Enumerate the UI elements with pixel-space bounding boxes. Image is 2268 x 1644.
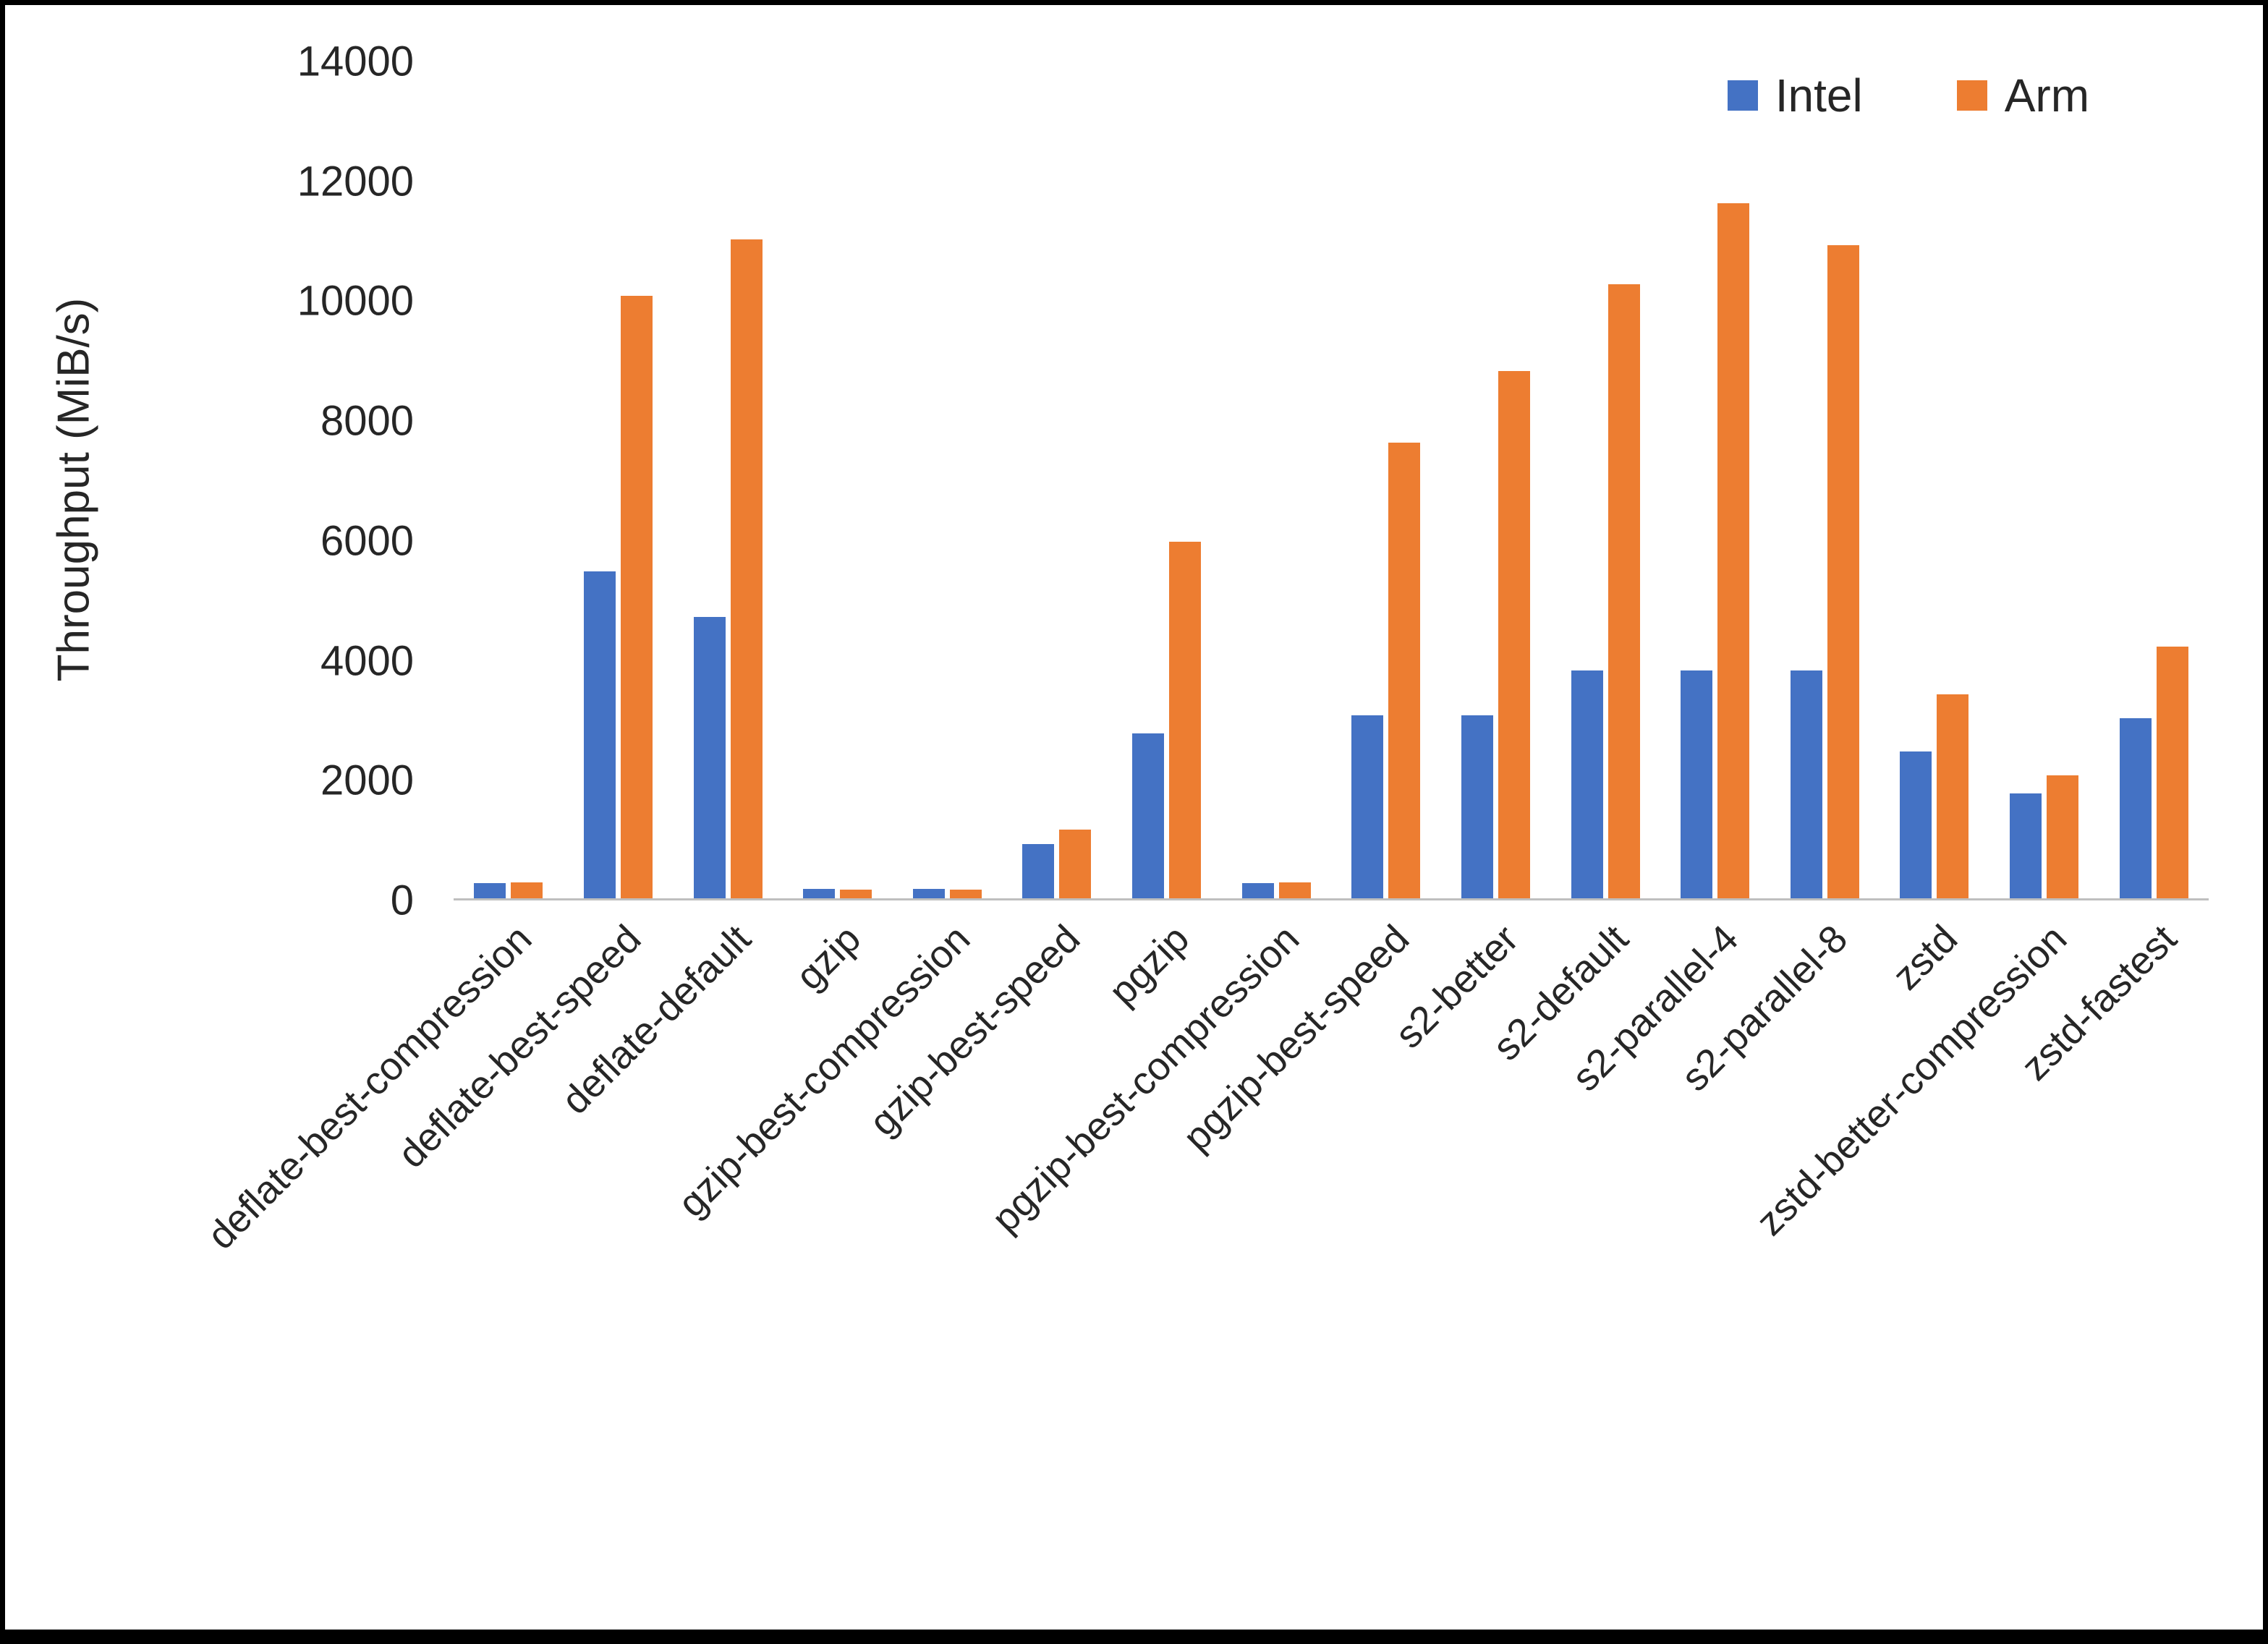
bar-arm-s2-default xyxy=(1607,284,1640,898)
x-axis-label: gzip xyxy=(787,916,869,999)
bar-arm-pgzip xyxy=(1169,542,1202,898)
x-axis-label: s2-default xyxy=(1485,916,1637,1069)
y-tick-label: 12000 xyxy=(297,158,414,205)
bar-group-pgzip-best-speed xyxy=(1331,61,1441,898)
bar-arm-gzip xyxy=(840,890,872,898)
bar-group-deflate-default xyxy=(673,61,783,898)
bar-group-pgzip xyxy=(1112,61,1222,898)
legend: Intel Arm xyxy=(1727,69,2089,122)
bar-arm-zstd-fastest xyxy=(2156,647,2188,898)
bar-arm-gzip-best-compression xyxy=(949,890,982,898)
bar-intel-zstd-fastest xyxy=(2119,718,2152,898)
x-axis-label: s2-better xyxy=(1387,916,1527,1057)
bar-intel-zstd-better-compression xyxy=(2010,793,2042,898)
legend-swatch-arm xyxy=(1956,80,1987,111)
x-axis-label: gzip-best-speed xyxy=(860,916,1089,1144)
y-tick-label: 10000 xyxy=(297,277,414,325)
bar-group-deflate-best-compression xyxy=(454,61,564,898)
bar-intel-pgzip-best-speed xyxy=(1351,715,1384,898)
y-tick-label: 2000 xyxy=(320,757,414,804)
bar-group-deflate-best-speed xyxy=(564,61,674,898)
bar-arm-deflate-best-speed xyxy=(620,296,653,898)
x-axis-label: s2-parallel-4 xyxy=(1563,916,1746,1100)
plot-area xyxy=(454,61,2209,900)
bar-intel-s2-default xyxy=(1571,670,1603,898)
bar-intel-zstd xyxy=(1900,751,1932,898)
y-tick-label: 8000 xyxy=(320,397,414,445)
bar-intel-pgzip xyxy=(1132,733,1165,898)
bar-intel-gzip xyxy=(803,888,836,898)
bar-chart: Throughput (MiB/s) 0 2000 4000 6000 8000 1000… xyxy=(5,5,2263,1630)
legend-swatch-intel xyxy=(1727,80,1758,111)
x-axis-label: zstd xyxy=(1884,916,1966,999)
legend-item-intel: Intel xyxy=(1727,69,1863,122)
legend-label: Intel xyxy=(1775,69,1863,122)
bar-arm-deflate-default xyxy=(730,239,763,898)
bar-group-zstd xyxy=(1880,61,1989,898)
bar-intel-pgzip-best-compression xyxy=(1241,883,1274,898)
x-axis-label: deflate-best-speed xyxy=(389,916,650,1177)
bar-arm-s2-parallel-8 xyxy=(1827,244,1859,898)
x-axis-label: pgzip-best-compression xyxy=(983,916,1308,1241)
y-axis-ticks: 0 2000 4000 6000 8000 10000 12000 14000 xyxy=(5,5,414,1630)
bar-group-s2-default xyxy=(1550,61,1660,898)
bar-intel-deflate-default xyxy=(693,616,726,898)
bar-arm-gzip-best-speed xyxy=(1059,829,1092,898)
bar-group-s2-better xyxy=(1441,61,1551,898)
bar-group-gzip xyxy=(783,61,893,898)
x-axis-label: pgzip xyxy=(1100,916,1198,1014)
x-axis-label: pgzip-best-speed xyxy=(1174,916,1417,1160)
y-tick-label: 6000 xyxy=(320,517,414,565)
bar-arm-zstd-better-compression xyxy=(2047,775,2079,898)
bar-arm-zstd xyxy=(1937,694,1969,898)
bar-arm-s2-better xyxy=(1498,370,1530,898)
bar-intel-gzip-best-speed xyxy=(1022,844,1055,898)
bar-intel-s2-better xyxy=(1461,715,1493,898)
bar-intel-s2-parallel-8 xyxy=(1790,670,1822,898)
y-tick-label: 4000 xyxy=(320,637,414,685)
legend-item-arm: Arm xyxy=(1956,69,2089,122)
bar-group-zstd-fastest xyxy=(2099,61,2209,898)
bar-intel-deflate-best-compression xyxy=(474,883,506,898)
bar-intel-s2-parallel-4 xyxy=(1681,670,1713,898)
x-axis-label: zstd-fastest xyxy=(2013,916,2186,1089)
x-axis-label: s2-parallel-8 xyxy=(1673,916,1856,1100)
bar-arm-deflate-best-compression xyxy=(511,882,543,898)
bar-group-s2-parallel-4 xyxy=(1660,61,1770,898)
y-tick-label: 14000 xyxy=(297,38,414,85)
bar-arm-pgzip-best-compression xyxy=(1278,882,1311,898)
bar-intel-deflate-best-speed xyxy=(583,571,616,898)
legend-label: Arm xyxy=(2004,69,2089,122)
x-axis-label: deflate-default xyxy=(553,916,760,1123)
bar-group-s2-parallel-8 xyxy=(1770,61,1880,898)
bar-arm-pgzip-best-speed xyxy=(1388,443,1421,898)
bar-group-gzip-best-speed xyxy=(1002,61,1112,898)
bar-arm-s2-parallel-4 xyxy=(1717,203,1750,898)
bar-group-zstd-better-compression xyxy=(1989,61,2099,898)
bar-intel-gzip-best-compression xyxy=(912,888,945,898)
y-tick-label: 0 xyxy=(390,877,414,924)
x-axis-label: zstd-better-compression xyxy=(1748,916,2076,1244)
x-axis-label: gzip-best-compression xyxy=(669,916,979,1226)
bar-group-gzip-best-compression xyxy=(893,61,1003,898)
bar-group-pgzip-best-compression xyxy=(1221,61,1331,898)
